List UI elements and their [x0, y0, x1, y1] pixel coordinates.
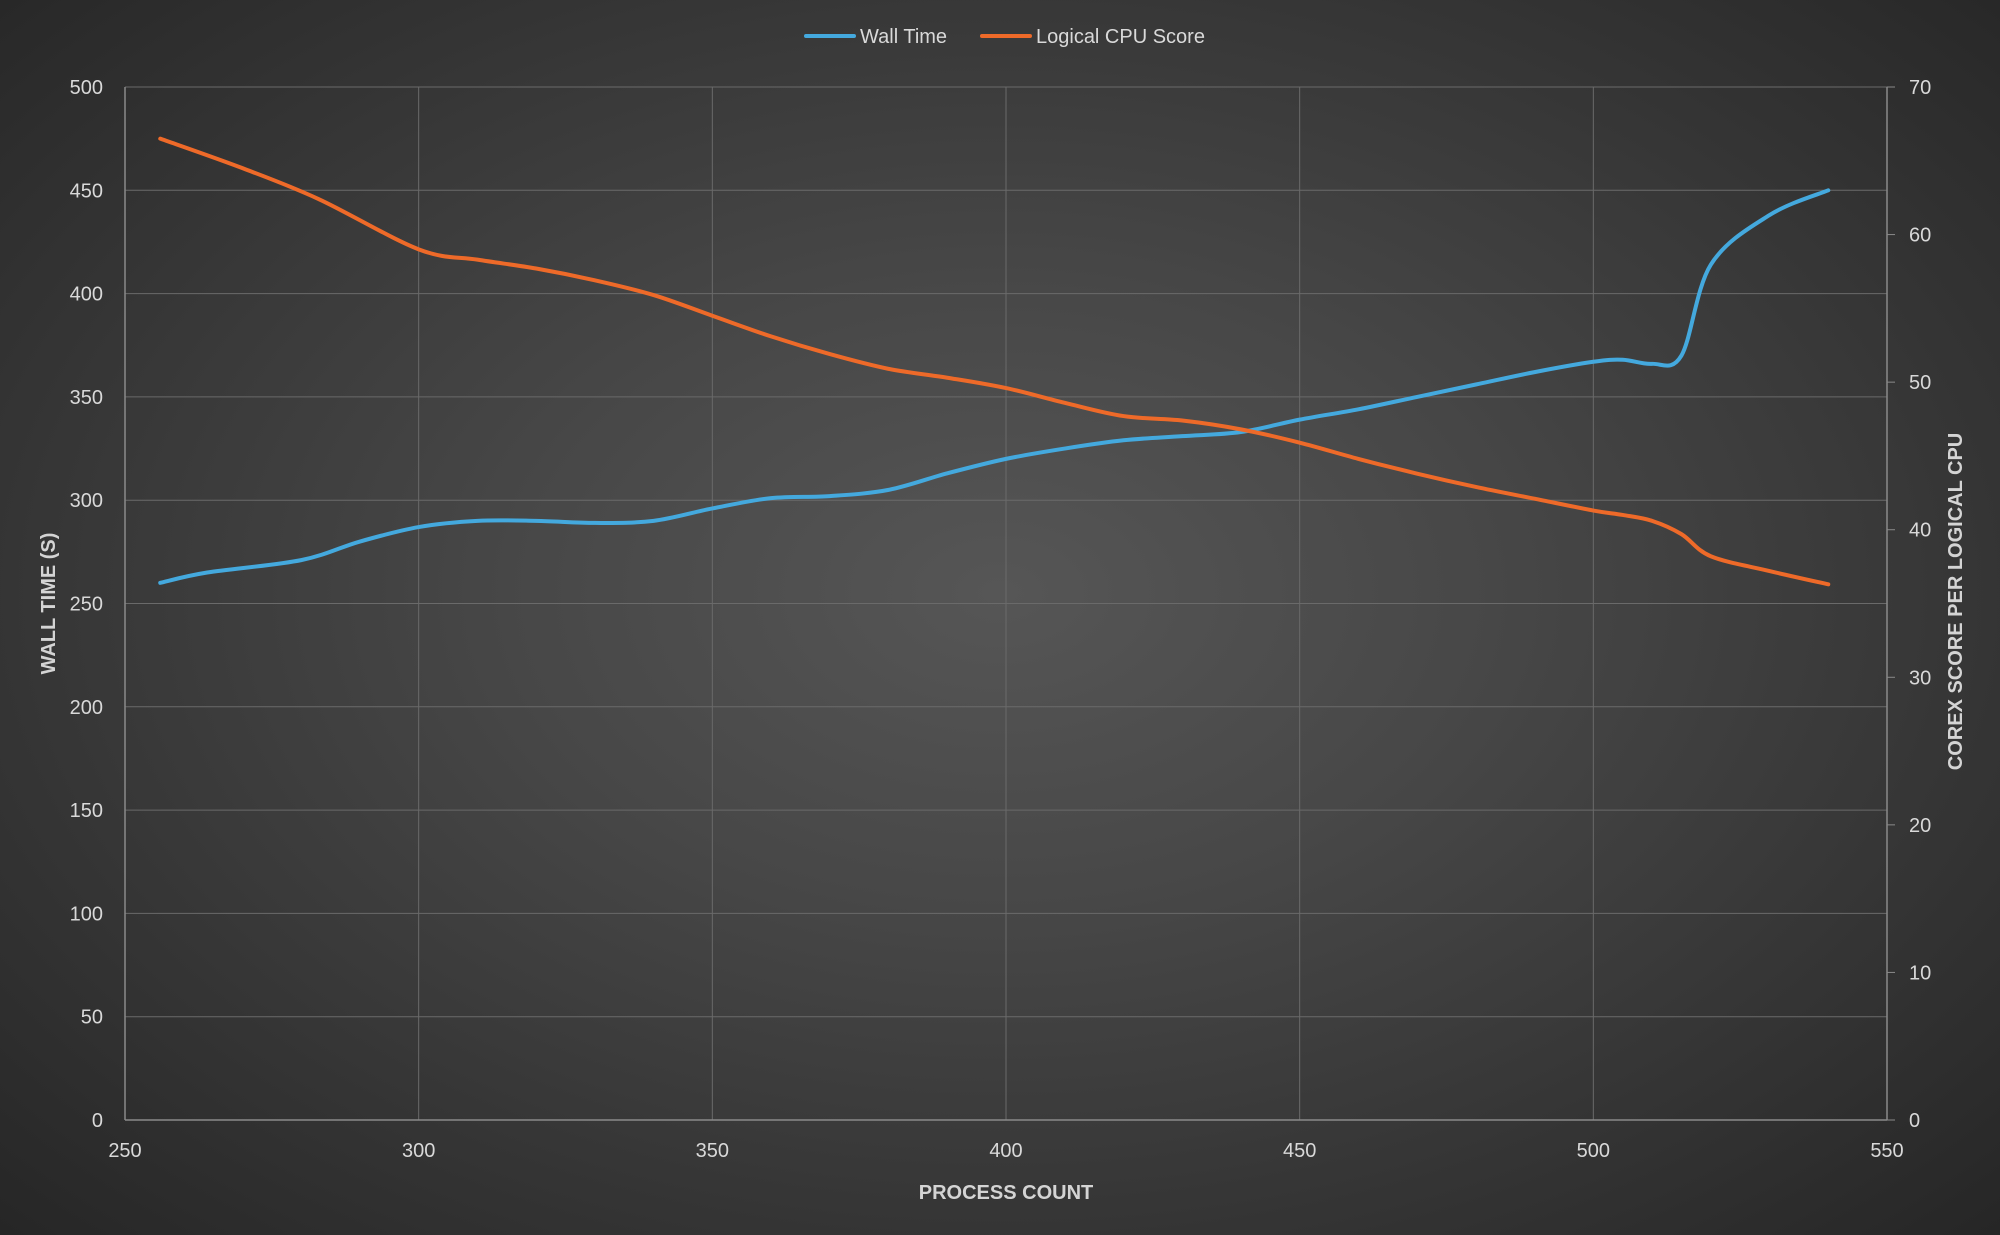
x-tick-label: 350: [696, 1140, 729, 1162]
y2-tick-label: 30: [1909, 667, 1931, 689]
y-tick-label: 250: [70, 594, 103, 616]
legend-label-wall-time: Wall Time: [860, 26, 947, 48]
x-tick-label: 250: [108, 1140, 141, 1162]
y-tick-label: 150: [70, 800, 103, 822]
x-tick-label: 500: [1577, 1140, 1610, 1162]
y-tick-label: 200: [70, 697, 103, 719]
series-lines: [158, 136, 1831, 587]
y2-axis-title: COREX SCORE PER LOGICAL CPU: [1945, 433, 1967, 770]
y-tick-label: 0: [92, 1110, 103, 1132]
x-tick-label: 400: [989, 1140, 1022, 1162]
x-tick-label: 300: [402, 1140, 435, 1162]
y2-tick-label: 70: [1909, 77, 1931, 99]
axes: [124, 86, 1895, 1121]
y-tick-label: 400: [70, 284, 103, 306]
y-tick-label: 100: [70, 903, 103, 925]
y-tick-label: 50: [81, 1007, 103, 1029]
series-line-logical-cpu-score: [158, 136, 1831, 587]
y-tick-label: 350: [70, 387, 103, 409]
y-tick-label: 300: [70, 490, 103, 512]
legend-label-logical-cpu-score: Logical CPU Score: [1036, 26, 1205, 48]
x-axis-title: PROCESS COUNT: [919, 1182, 1093, 1204]
series-line-wall-time: [158, 188, 1831, 585]
gridlines: [125, 86, 1887, 1120]
y-tick-label: 500: [70, 77, 103, 99]
legend: Wall Time Logical CPU Score: [804, 26, 1205, 48]
x-tick-label: 550: [1870, 1140, 1903, 1162]
y2-tick-label: 60: [1909, 225, 1931, 247]
y2-tick-label: 40: [1909, 520, 1931, 542]
y2-tick-label: 10: [1909, 962, 1931, 984]
x-tick-label: 450: [1283, 1140, 1316, 1162]
y2-tick-label: 50: [1909, 372, 1931, 394]
y2-tick-label: 0: [1909, 1110, 1920, 1132]
y-tick-label: 450: [70, 180, 103, 202]
legend-item-logical-cpu-score: Logical CPU Score: [980, 26, 1205, 48]
y2-tick-label: 20: [1909, 815, 1931, 837]
y-axis-title: WALL TIME (S): [38, 533, 60, 675]
legend-item-wall-time: Wall Time: [804, 26, 947, 48]
